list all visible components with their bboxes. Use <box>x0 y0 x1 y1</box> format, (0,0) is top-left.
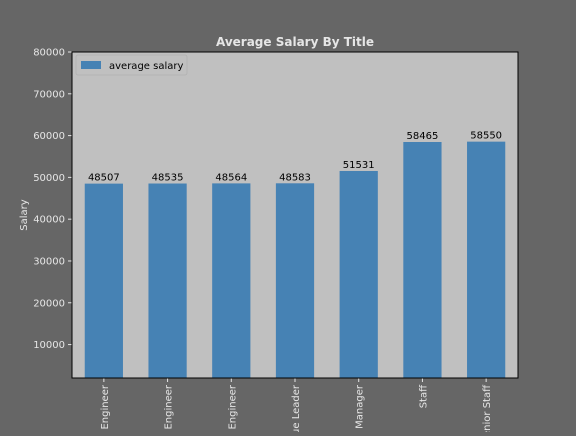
bar <box>403 142 442 378</box>
y-tick-label: 50000 <box>33 173 65 184</box>
y-axis-label: Salary <box>19 199 30 230</box>
bar <box>275 183 315 378</box>
bar <box>467 141 506 378</box>
y-tick-label: 10000 <box>33 340 65 351</box>
x-tick-label: Staff <box>418 384 429 408</box>
y-tick-label: 40000 <box>33 215 65 226</box>
data-label: 48564 <box>215 172 247 183</box>
plot-frame <box>71 51 519 379</box>
y-tick-label: 20000 <box>33 298 65 309</box>
data-label: 58550 <box>470 131 502 142</box>
bar <box>339 170 378 378</box>
x-tick-label: Technique Leader <box>291 384 302 432</box>
data-label: 48507 <box>88 173 120 184</box>
bar <box>212 183 251 378</box>
x-tick-label: Engineer <box>164 384 175 429</box>
legend-swatch <box>81 61 101 69</box>
legend-box <box>75 54 188 76</box>
data-label: 58465 <box>407 131 439 142</box>
chart-title: Average Salary By Title <box>216 35 374 49</box>
y-tick-label: 30000 <box>33 256 65 267</box>
x-tick-label: Assistant Engineer <box>100 384 111 432</box>
y-tick-label: 60000 <box>33 131 65 142</box>
bar <box>148 183 187 378</box>
data-label: 48535 <box>152 173 184 184</box>
y-tick-label: 80000 <box>33 48 65 59</box>
bar <box>84 183 123 378</box>
x-tick-label: Senior Engineer <box>227 384 238 432</box>
x-tick-label: Senior Staff <box>482 384 493 432</box>
data-label: 51531 <box>343 160 375 171</box>
legend-label: average salary <box>109 61 183 72</box>
y-tick-label: 70000 <box>33 89 65 100</box>
x-tick-label: Manager <box>355 384 366 429</box>
data-label: 48583 <box>279 172 311 183</box>
